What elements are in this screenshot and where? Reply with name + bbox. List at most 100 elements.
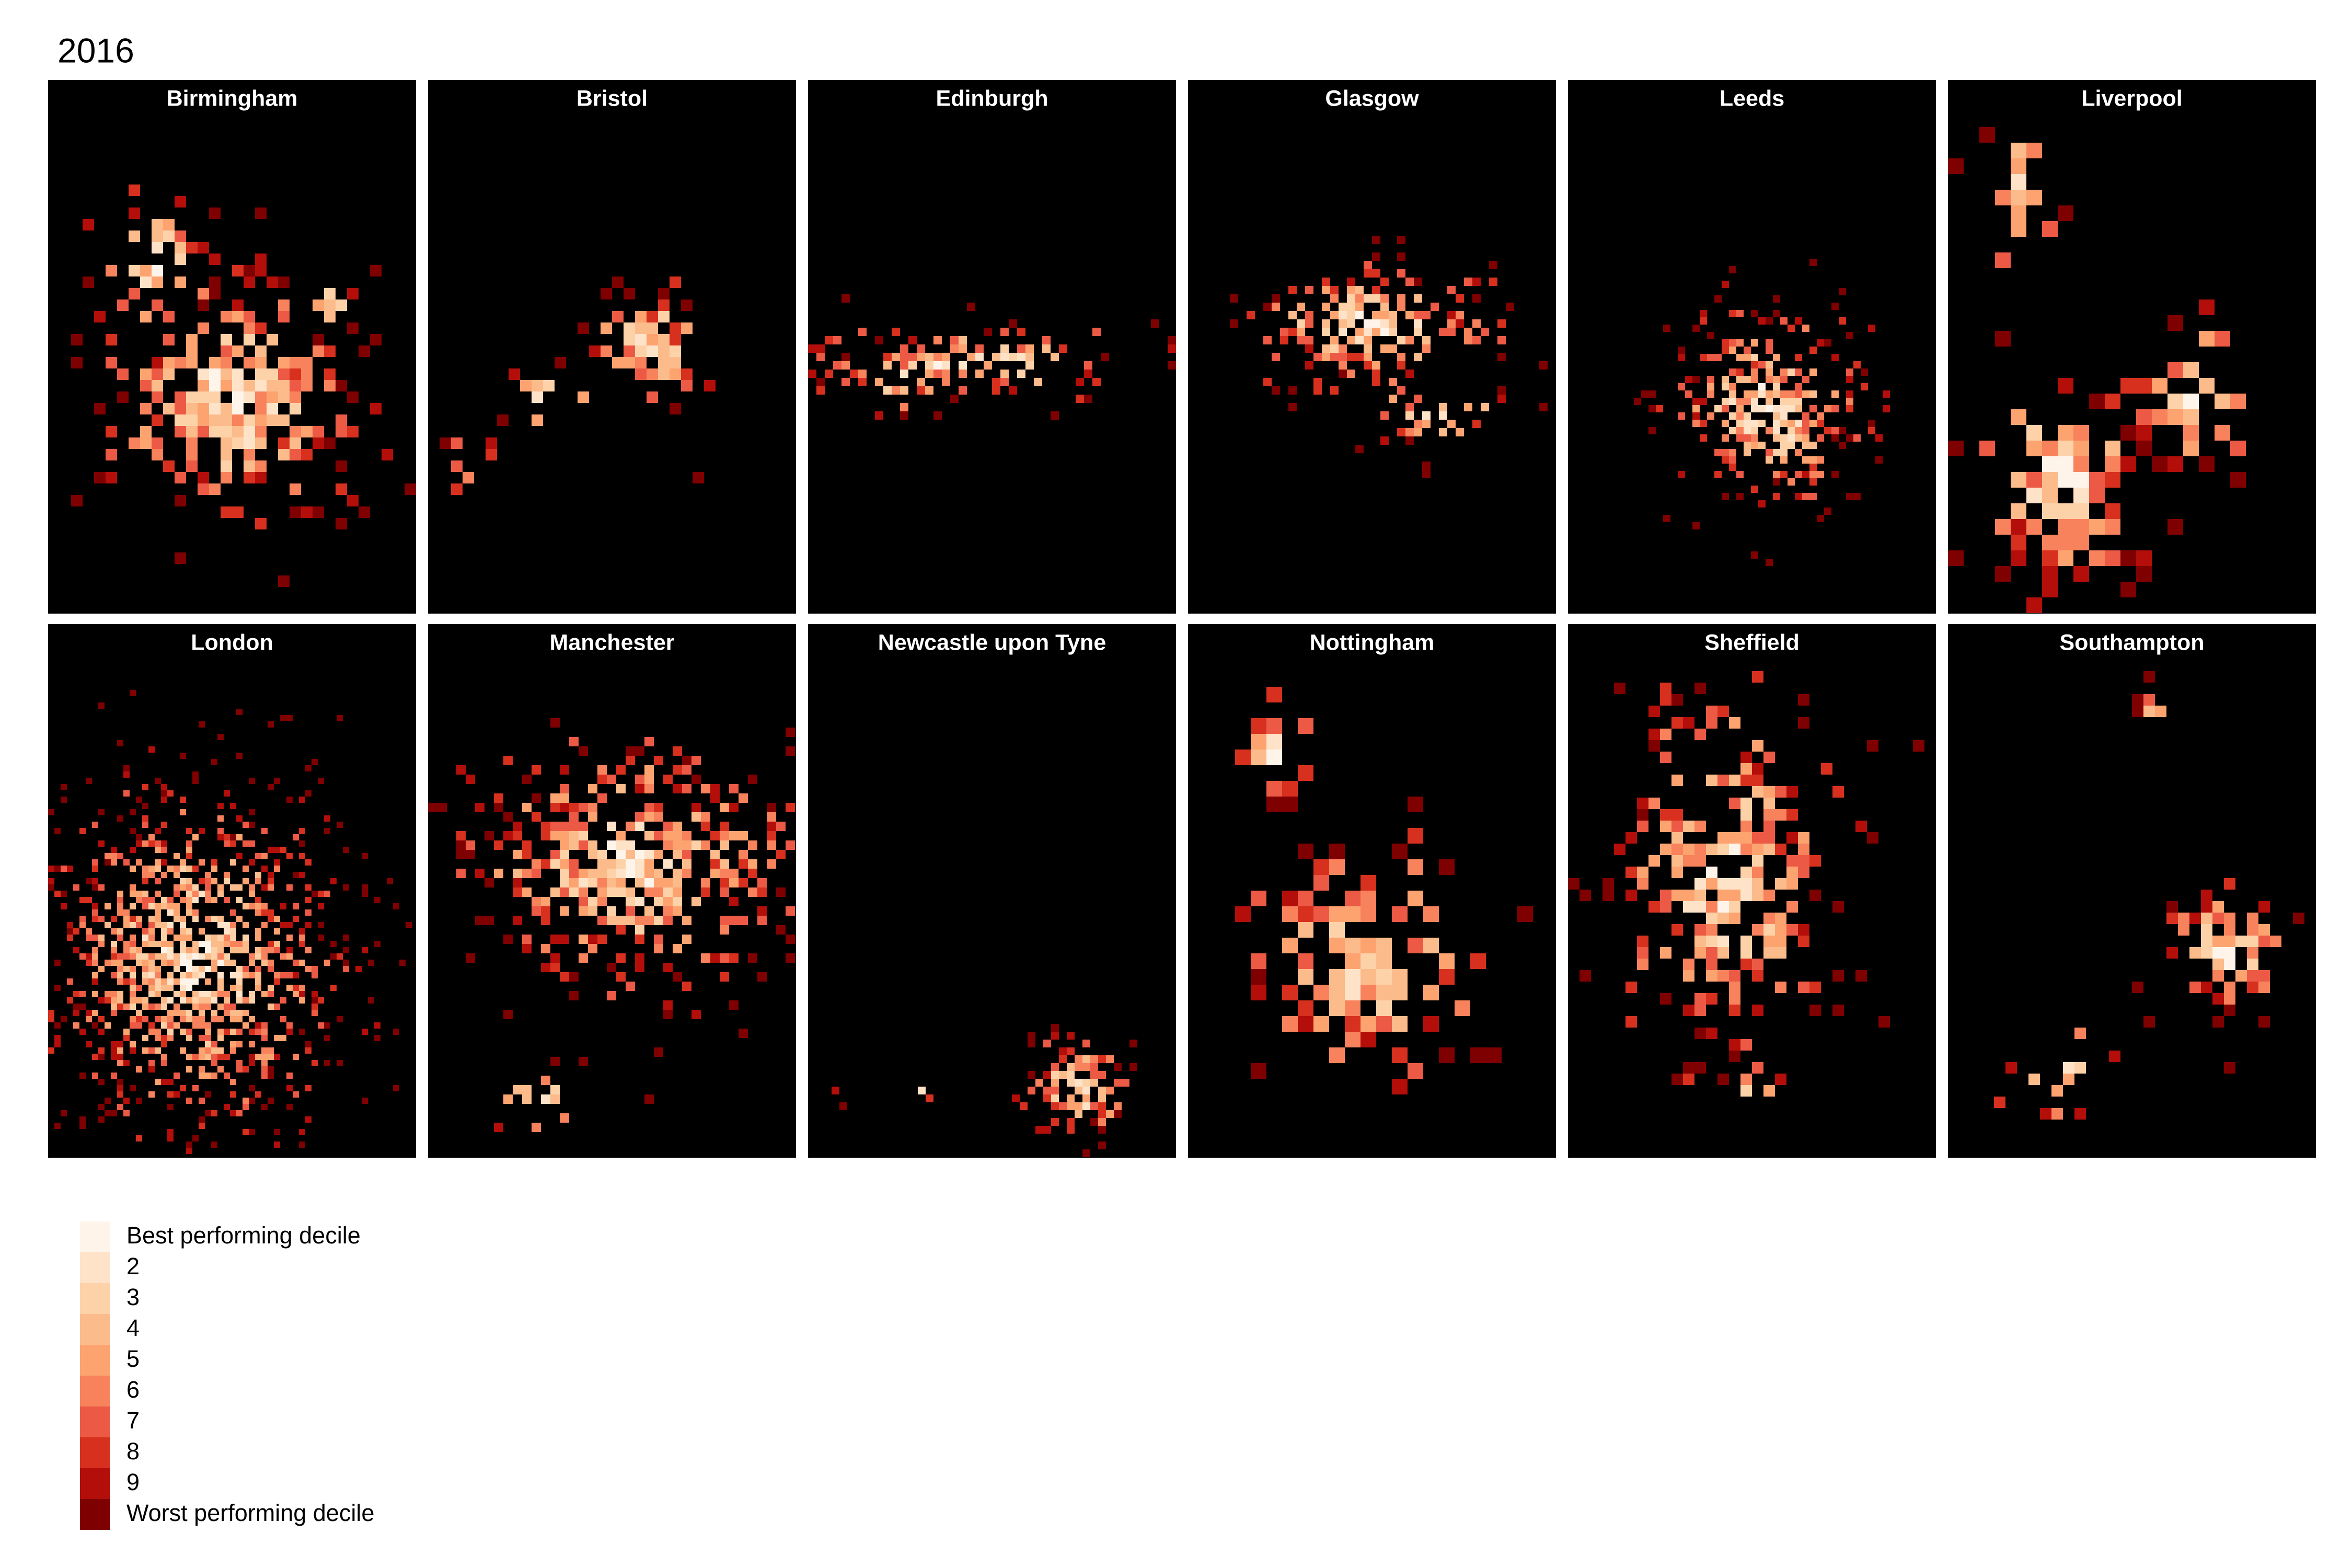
map-cell [278, 311, 290, 322]
map-cell [355, 966, 362, 972]
map-cell [1090, 1118, 1098, 1126]
map-cell [255, 872, 261, 878]
map-cell [1266, 734, 1282, 750]
map-cell [1766, 376, 1773, 383]
map-cell [748, 775, 757, 784]
map-cell [1361, 985, 1376, 1000]
map-cell [503, 756, 513, 765]
map-cell [1372, 311, 1380, 319]
map-cell [550, 953, 560, 963]
map-cell [337, 1060, 343, 1066]
map-cell [312, 972, 318, 978]
map-cell [1000, 344, 1009, 353]
map-cell [1392, 844, 1408, 859]
map-cell [174, 953, 180, 960]
map-cell [917, 386, 925, 395]
map-cell [148, 978, 155, 985]
map-cell [541, 859, 550, 869]
map-cell [163, 230, 175, 242]
map-cell [293, 1054, 299, 1060]
map-cell [86, 1010, 92, 1016]
map-cell [1729, 390, 1736, 398]
map-cell [1355, 303, 1364, 311]
map-cell [1422, 344, 1431, 353]
map-cell [532, 414, 543, 426]
map-cell [1051, 1071, 1059, 1079]
map-cell [701, 878, 710, 887]
map-cell [161, 822, 167, 828]
map-cell [301, 506, 313, 518]
map-cell [232, 299, 244, 311]
map-cell [560, 972, 569, 982]
map-cell [155, 972, 161, 978]
map-cell [230, 941, 236, 947]
map-cell [199, 878, 205, 884]
map-cell [2258, 936, 2270, 947]
map-cell [198, 368, 209, 380]
map-cell [739, 878, 748, 887]
map-cell [1364, 336, 1372, 344]
map-cell [1009, 353, 1017, 361]
map-cell [111, 1047, 117, 1054]
map-cell [1272, 303, 1280, 311]
map-cell [236, 1041, 243, 1047]
map-cell [186, 840, 192, 847]
map-cell [1009, 386, 1017, 395]
map-cell [106, 426, 117, 437]
map-cell [2089, 472, 2105, 488]
map-cell [710, 850, 720, 859]
map-cell [368, 960, 374, 966]
map-cell [161, 1041, 167, 1047]
map-cell [299, 941, 305, 947]
map-cell [299, 872, 305, 878]
map-cell [299, 828, 305, 834]
map-cell [299, 853, 305, 859]
map-cell [92, 903, 98, 909]
map-cell [2042, 441, 2058, 456]
map-cell [1846, 398, 1853, 405]
map-cell [1464, 328, 1472, 336]
map-cell [2183, 425, 2199, 441]
map-cell [211, 947, 217, 953]
map-cell [522, 775, 532, 784]
map-cell [217, 891, 224, 897]
map-cell [1355, 286, 1364, 294]
map-cell [1345, 906, 1361, 922]
map-cell [161, 784, 167, 790]
map-cell [1168, 361, 1176, 370]
map-cell [232, 345, 244, 357]
map-cell [255, 345, 267, 357]
map-cell [1098, 1087, 1106, 1094]
map-cell [123, 953, 130, 960]
map-cell [221, 368, 232, 380]
map-cell [230, 1091, 236, 1098]
map-cell [73, 1010, 79, 1016]
map-cell [1614, 683, 1625, 694]
map-cell [192, 972, 199, 978]
map-cell [167, 928, 174, 935]
map-cell [654, 869, 663, 878]
map-cell [1322, 328, 1330, 336]
map-cell [198, 288, 209, 299]
map-cell [221, 506, 232, 518]
map-cell [1414, 353, 1422, 361]
map-cell [1625, 890, 1637, 901]
map-cell [230, 985, 236, 991]
map-cell [1282, 781, 1298, 797]
map-cell [1251, 718, 1266, 734]
map-cell [111, 947, 117, 953]
map-cell [192, 941, 199, 947]
map-cell [959, 386, 967, 395]
map-cell [198, 403, 209, 414]
map-cell [550, 831, 560, 840]
map-cell [106, 357, 117, 368]
map-cell [1322, 344, 1330, 353]
map-cell [2247, 947, 2258, 959]
map-cell [1648, 427, 1656, 434]
map-cell [720, 822, 729, 831]
map-cell [261, 1060, 268, 1066]
map-cell [739, 1029, 748, 1038]
map-cell [217, 985, 224, 991]
map-cell [211, 953, 217, 960]
map-cell [1722, 420, 1729, 427]
